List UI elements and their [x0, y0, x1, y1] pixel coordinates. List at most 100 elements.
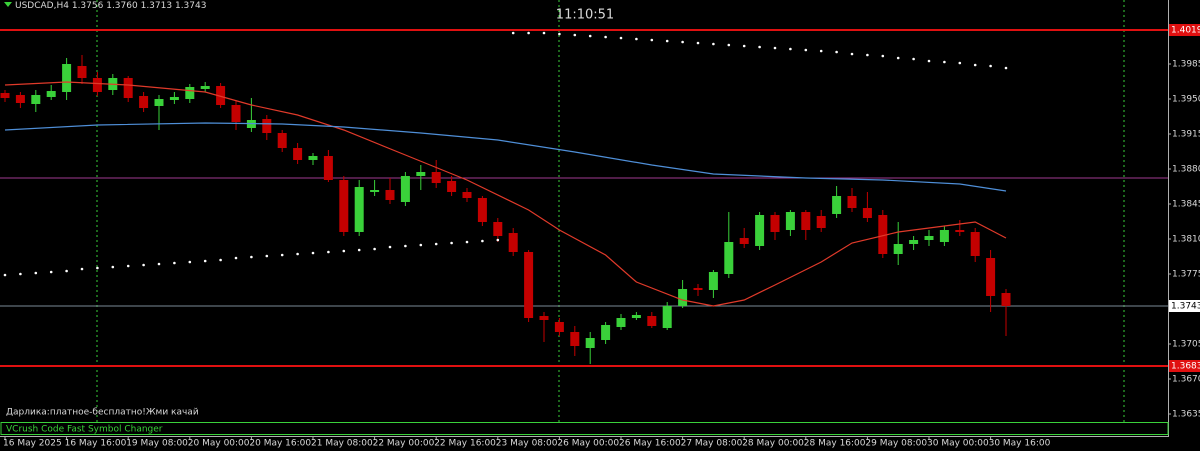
candle-body — [647, 316, 657, 326]
sar-dot — [804, 48, 808, 52]
candle-body — [323, 156, 333, 180]
x-tick-label: 22 May 00:00 — [373, 439, 435, 449]
candle-body — [893, 244, 903, 254]
candle-body — [539, 316, 549, 320]
sar-dot — [388, 245, 392, 249]
candle-body — [1001, 293, 1011, 306]
y-tick-label: 1.3810 — [1172, 235, 1200, 245]
candle-body — [46, 91, 56, 97]
sar-dot — [434, 242, 438, 246]
sar-dot — [866, 53, 869, 57]
x-tick-label: 21 May 08:00 — [311, 439, 373, 449]
sar-dot — [573, 33, 577, 37]
sar-dot — [481, 239, 484, 243]
sar-dot — [280, 253, 284, 257]
y-tick-label: 1.3880 — [1172, 165, 1200, 175]
candle-body — [216, 86, 226, 105]
sar-dot — [3, 273, 7, 277]
candle-body — [169, 97, 179, 100]
candle-body — [0, 93, 10, 98]
sar-dot — [835, 50, 838, 54]
candle-body — [678, 289, 688, 306]
price-label: 1.3683 — [1171, 362, 1200, 372]
sar-dot — [650, 38, 654, 42]
x-tick-label: 22 May 16:00 — [434, 439, 496, 449]
candle-body — [986, 258, 996, 296]
candle-body — [370, 190, 380, 192]
candle-body — [939, 230, 949, 242]
candle-body — [62, 64, 72, 92]
chart-title: USDCAD,H4 1.3756 1.3760 1.3713 1.3743 — [15, 1, 206, 11]
x-tick-label: 23 May 08:00 — [496, 439, 558, 449]
sar-dot — [419, 243, 423, 247]
candle-body — [739, 238, 749, 244]
y-tick-label: 1.3915 — [1172, 130, 1200, 140]
sar-dot — [188, 260, 192, 264]
sar-dot — [558, 32, 561, 36]
candle-body — [693, 288, 703, 290]
x-tick-label: 30 May 00:00 — [927, 439, 989, 449]
price-label: 1.3743 — [1171, 302, 1200, 312]
sar-dot — [1004, 66, 1008, 70]
sar-dot — [727, 43, 731, 47]
sar-dot — [465, 240, 469, 244]
candle-body — [508, 233, 518, 252]
price-label-box — [1169, 360, 1200, 372]
ohlc: 1.3713 — [141, 1, 173, 11]
candle-body — [462, 192, 472, 198]
candle-body — [755, 215, 765, 246]
sar-dot — [373, 247, 376, 251]
sar-dot — [958, 61, 962, 65]
ohlc: 1.3743 — [175, 1, 207, 11]
candle-body — [139, 96, 149, 108]
candle-body — [631, 315, 641, 318]
sar-dot — [96, 266, 99, 270]
candle-body — [308, 156, 318, 160]
candle-body — [293, 148, 303, 160]
sar-dot — [943, 60, 946, 64]
ohlc: 1.3756 — [72, 1, 104, 11]
sar-dot — [111, 265, 115, 269]
sar-dot — [203, 259, 207, 263]
sar-dot — [681, 40, 684, 44]
candle-body — [770, 215, 780, 232]
candle-body — [400, 176, 410, 202]
moving-average — [4, 81, 1007, 307]
sar-dot — [173, 261, 176, 265]
sar-dot — [619, 36, 623, 40]
candle-body — [924, 236, 934, 240]
sar-dot — [296, 252, 299, 256]
ohlc: 1.3760 — [106, 1, 138, 11]
candle-body — [708, 272, 718, 290]
candle-body — [431, 172, 441, 183]
sar-dot — [712, 42, 715, 46]
sar-dot — [850, 52, 854, 56]
sar-dot — [665, 39, 669, 43]
sar-dot — [696, 41, 700, 45]
sar-dot — [357, 248, 361, 252]
sar-dot — [742, 44, 746, 48]
sar-dot — [912, 57, 915, 61]
price-label-box — [1169, 24, 1200, 36]
y-tick-label: 1.3635 — [1172, 410, 1200, 420]
y-tick-label: 1.3705 — [1172, 340, 1200, 350]
candle-body — [123, 78, 133, 98]
sar-dot — [604, 35, 607, 39]
sar-dot — [142, 263, 145, 267]
x-tick-label: 19 May 08:00 — [126, 439, 188, 449]
candle-body — [339, 180, 349, 232]
sar-dot — [404, 244, 407, 248]
sar-dot — [773, 46, 777, 50]
y-tick-label: 1.3775 — [1172, 270, 1200, 280]
sar-dot — [80, 267, 84, 271]
candle-body — [277, 133, 287, 148]
sar-dot — [588, 34, 592, 38]
sar-dot — [896, 56, 900, 60]
x-tick-label: 16 May 16:00 — [65, 439, 127, 449]
x-tick-label: 29 May 08:00 — [865, 439, 927, 449]
sar-dot — [789, 47, 792, 51]
plot — [0, 29, 1168, 367]
subpanel — [0, 422, 1169, 435]
candle-body — [354, 187, 364, 232]
